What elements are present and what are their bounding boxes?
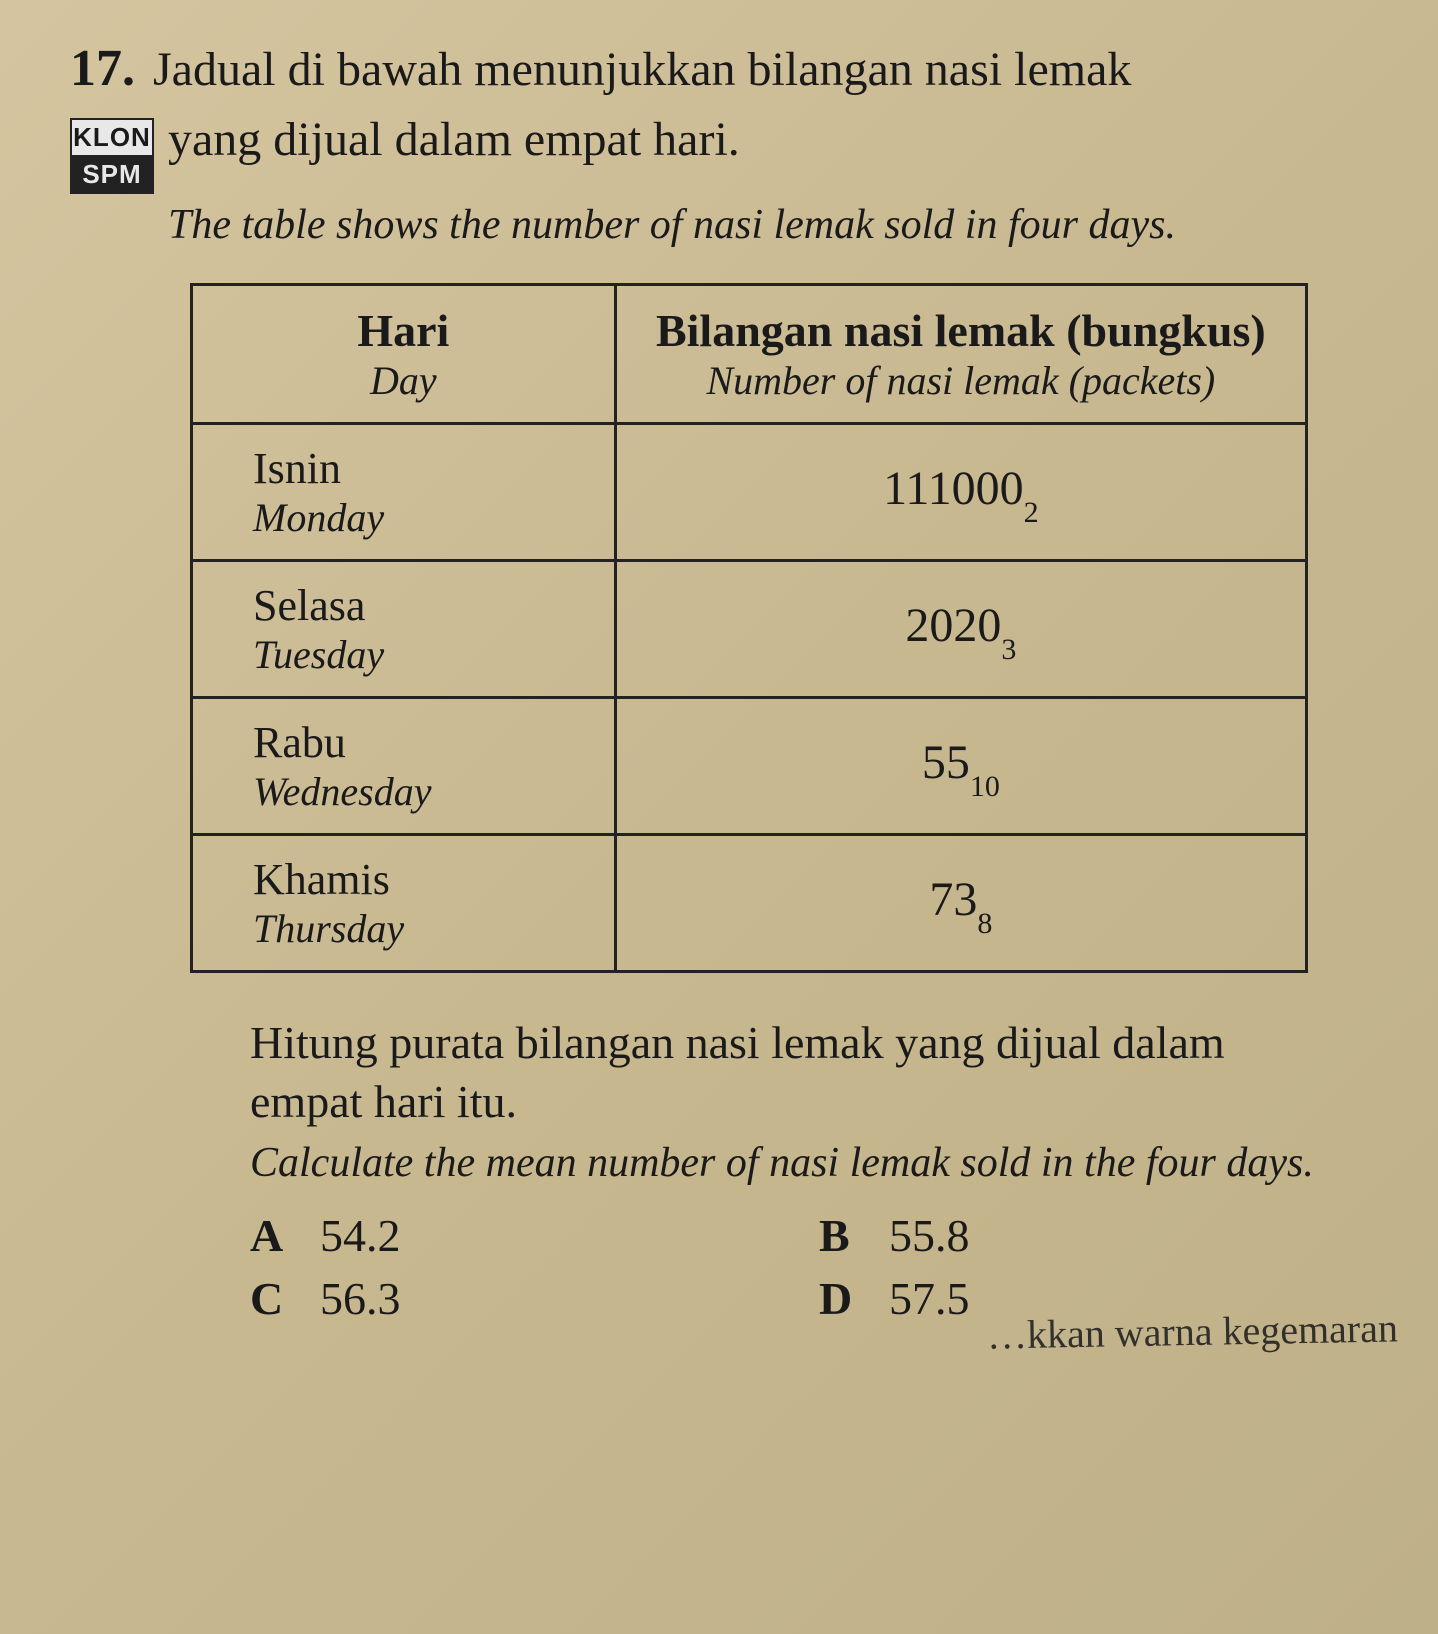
- choice-value: 57.5: [889, 1272, 970, 1325]
- value-cell: 1110002: [615, 423, 1306, 560]
- data-table: Hari Day Bilangan nasi lemak (bungkus) N…: [190, 283, 1308, 973]
- data-table-wrap: Hari Day Bilangan nasi lemak (bungkus) N…: [190, 283, 1308, 973]
- day-cell: Rabu Wednesday: [192, 697, 616, 834]
- table-row: Khamis Thursday 738: [192, 834, 1307, 971]
- value-base: 2: [1024, 496, 1039, 529]
- day-main: Selasa: [253, 580, 586, 631]
- next-question-cutoff: …kkan warna kegemaran: [987, 1304, 1399, 1358]
- value-cell: 20203: [615, 560, 1306, 697]
- day-cell: Selasa Tuesday: [192, 560, 616, 697]
- question-header: 17. Jadual di bawah menunjukkan bilangan…: [70, 40, 1388, 100]
- question-english: The table shows the number of nasi lemak…: [168, 198, 1388, 253]
- table-row: Isnin Monday 1110002: [192, 423, 1307, 560]
- value-base: 3: [1001, 633, 1016, 666]
- exam-page: 17. Jadual di bawah menunjukkan bilangan…: [0, 0, 1438, 1365]
- table-row: Rabu Wednesday 5510: [192, 697, 1307, 834]
- instruction-block: Hitung purata bilangan nasi lemak yang d…: [250, 1013, 1348, 1325]
- question-text-block: Jadual di bawah menunjukkan bilangan nas…: [153, 40, 1388, 100]
- question-line2-wrap: yang dijual dalam empat hari.: [168, 110, 1388, 170]
- header-day-sub: Day: [221, 357, 586, 404]
- choice-letter: B: [819, 1209, 861, 1262]
- value-base: 10: [970, 770, 1000, 803]
- day-cell: Isnin Monday: [192, 423, 616, 560]
- choice-a[interactable]: A 54.2: [250, 1209, 779, 1262]
- question-line2: yang dijual dalam empat hari.: [168, 110, 1388, 170]
- klon-spm-badge: KLON SPM: [70, 118, 154, 194]
- question-number: 17.: [70, 40, 135, 97]
- day-sub: Thursday: [253, 905, 586, 952]
- value-cell: 5510: [615, 697, 1306, 834]
- question-row2: KLON SPM yang dijual dalam empat hari.: [70, 110, 1388, 194]
- header-value: Bilangan nasi lemak (bungkus) Number of …: [615, 284, 1306, 423]
- choice-letter: D: [819, 1272, 861, 1325]
- value-digits: 2020: [905, 599, 1001, 652]
- day-cell: Khamis Thursday: [192, 834, 616, 971]
- choice-b[interactable]: B 55.8: [819, 1209, 1348, 1262]
- header-val-sub: Number of nasi lemak (packets): [645, 357, 1277, 404]
- header-day-main: Hari: [221, 304, 586, 357]
- day-sub: Monday: [253, 494, 586, 541]
- table-header-row: Hari Day Bilangan nasi lemak (bungkus) N…: [192, 284, 1307, 423]
- day-main: Khamis: [253, 854, 586, 905]
- choice-letter: C: [250, 1272, 292, 1325]
- value-digits: 111000: [883, 462, 1023, 515]
- choice-value: 56.3: [320, 1272, 401, 1325]
- choice-value: 54.2: [320, 1209, 401, 1262]
- table-row: Selasa Tuesday 20203: [192, 560, 1307, 697]
- value-digits: 55: [922, 736, 970, 789]
- header-day: Hari Day: [192, 284, 616, 423]
- value-cell: 738: [615, 834, 1306, 971]
- choice-value: 55.8: [889, 1209, 970, 1262]
- day-sub: Tuesday: [253, 631, 586, 678]
- value-base: 8: [977, 907, 992, 940]
- question-line1: Jadual di bawah menunjukkan bilangan nas…: [153, 40, 1388, 100]
- day-main: Isnin: [253, 443, 586, 494]
- instruction-english: Calculate the mean number of nasi lemak …: [250, 1136, 1348, 1191]
- choice-letter: A: [250, 1209, 292, 1262]
- header-val-main: Bilangan nasi lemak (bungkus): [645, 304, 1277, 357]
- instruction-main: Hitung purata bilangan nasi lemak yang d…: [250, 1013, 1348, 1133]
- choice-c[interactable]: C 56.3: [250, 1272, 779, 1325]
- badge-top: KLON: [72, 120, 152, 157]
- value-digits: 73: [929, 873, 977, 926]
- day-sub: Wednesday: [253, 768, 586, 815]
- day-main: Rabu: [253, 717, 586, 768]
- badge-bottom: SPM: [72, 157, 152, 192]
